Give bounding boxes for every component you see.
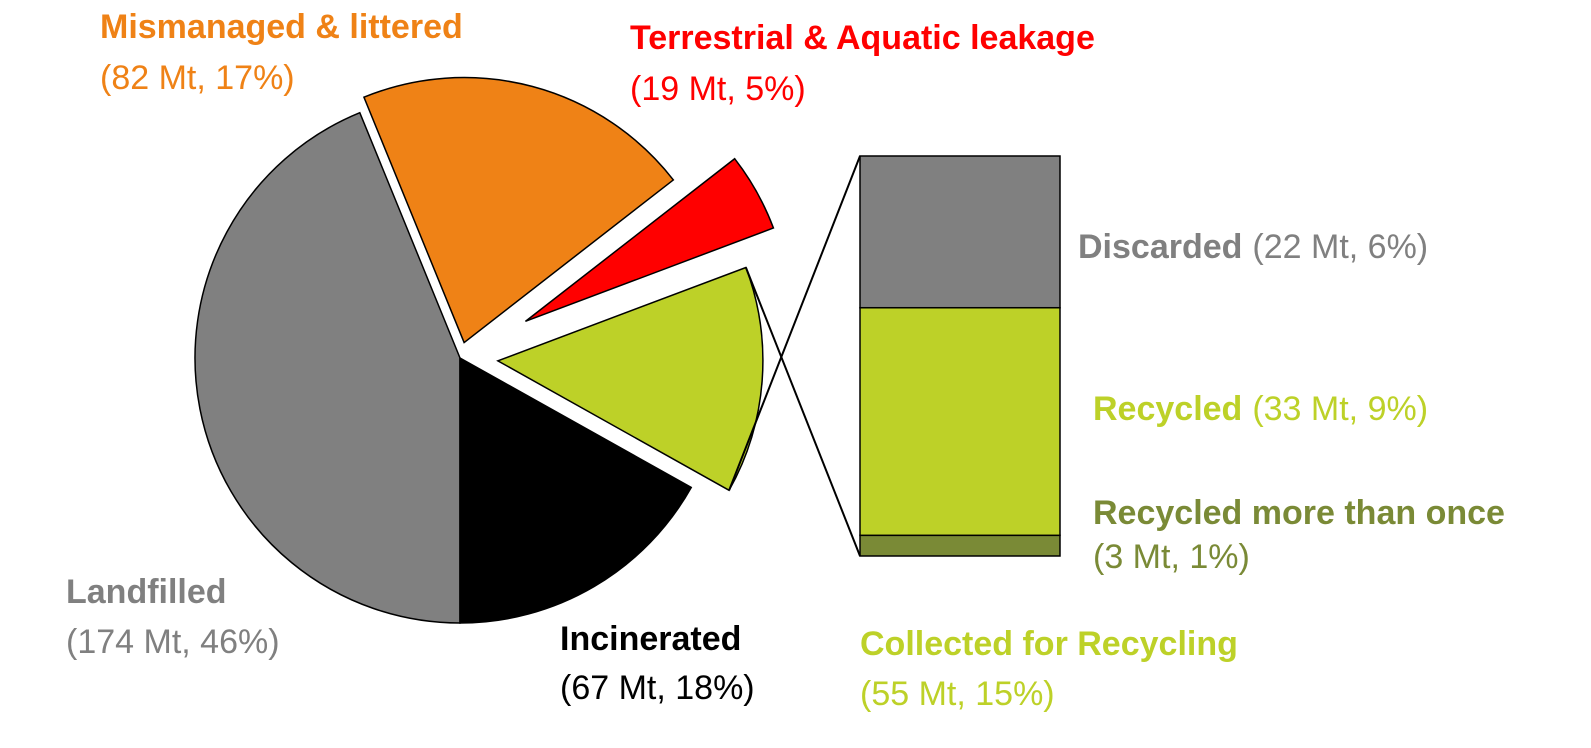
bar-label-name: Recycled (1093, 390, 1242, 428)
slice-value-label: (67 Mt, 18%) (560, 669, 755, 707)
slice-label: Incinerated (560, 620, 741, 658)
pie-slice (459, 356, 693, 624)
pie-slice (524, 157, 775, 323)
pie-slice (362, 76, 675, 344)
bar-label-value: (33 Mt, 9%) (1252, 390, 1428, 428)
bar-segment (859, 534, 1061, 557)
bar-segment (859, 155, 1061, 309)
slice-label: Mismanaged & littered (100, 8, 463, 46)
connector-line (744, 267, 861, 557)
slice-label: Collected for Recycling (860, 625, 1238, 663)
bar-label-value: (3 Mt, 1%) (1093, 538, 1250, 576)
bar-label: Discarded (22 Mt, 6%) (1078, 228, 1428, 266)
pie-slice (496, 266, 764, 492)
slice-value-label: (55 Mt, 15%) (860, 675, 1055, 713)
connector-line (728, 155, 861, 491)
pie-slice (194, 111, 461, 624)
bar-label-name: Recycled more than once (1093, 494, 1505, 532)
bar-label-value: (22 Mt, 6%) (1252, 228, 1428, 266)
bar-segment (859, 306, 1061, 537)
slice-label: Landfilled (66, 573, 227, 611)
bar-label: Recycled (33 Mt, 9%) (1093, 390, 1428, 428)
slice-value-label: (82 Mt, 17%) (100, 59, 295, 97)
bar-label-name: Discarded (1078, 228, 1242, 266)
slice-label: Terrestrial & Aquatic leakage (630, 19, 1095, 57)
slice-value-label: (174 Mt, 46%) (66, 623, 280, 661)
slice-value-label: (19 Mt, 5%) (630, 70, 806, 108)
